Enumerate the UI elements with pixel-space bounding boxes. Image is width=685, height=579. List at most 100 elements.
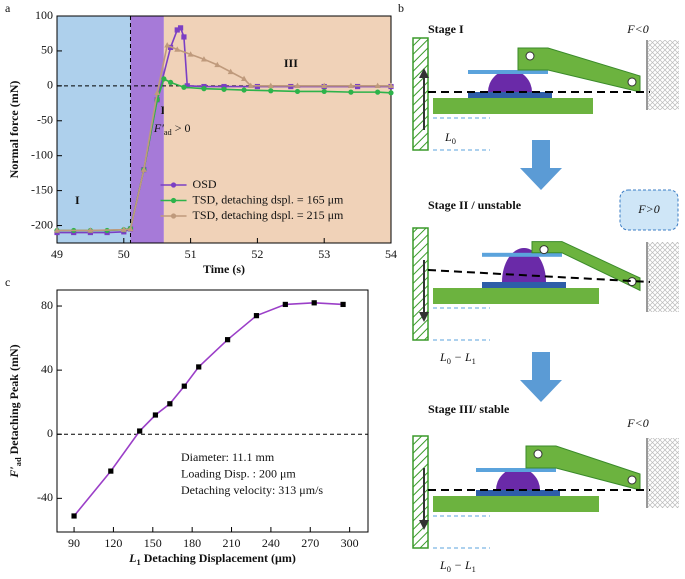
x-tick-label: 50 [118,247,130,261]
dash-line [427,269,651,283]
legend-label: TSD, detaching dspl. = 165 μm [193,192,345,206]
marker [181,34,187,40]
marker [108,468,114,474]
stage-arrow [520,140,562,190]
x-axis-label: L1 Detaching Displacement (μm) [128,551,296,568]
base [433,496,599,512]
stage-arrow [520,352,562,402]
marker [174,27,180,33]
base [433,288,599,304]
length-label: L0 − L1 [439,558,476,575]
length-label-part: L [444,130,452,144]
marker [127,225,134,232]
y-axis-label: F′ad Detaching Peak (mN) [7,344,24,478]
wall [412,435,429,549]
annotation-part: > 0 [172,121,191,135]
marker [174,46,181,52]
force-label: F<0 [626,416,648,430]
y-axis-label: Normal force (mN) [7,81,21,179]
marker [224,337,231,343]
marker [388,82,394,89]
force-arrow-head [419,68,429,78]
length-label-part: 0 [452,137,456,146]
y-tick-label: 0 [47,426,53,440]
plot-frame [56,289,369,533]
marker [177,25,184,31]
y-tick-label: -200 [31,217,53,231]
length-label-part: L [439,558,447,572]
length-label-part: 0 [447,357,451,366]
x-tick-label: 51 [185,247,197,261]
marker [152,412,159,418]
x-axis-label: Time (s) [203,262,245,276]
x-tick-label: 54 [385,247,397,261]
pin [533,449,543,459]
region-label: I [75,193,80,207]
x-tick-label: 300 [341,536,359,550]
x-tick-label: 90 [68,536,80,550]
marker [321,88,327,95]
marker [214,61,221,68]
pin [539,245,549,255]
y-tick-label: 50 [41,43,53,57]
y-axis-label-part: Detaching Peak (mN) [7,344,21,457]
marker [71,513,77,519]
dome [488,70,532,92]
marker [375,89,381,95]
length-label-part: − L [451,558,472,572]
marker [241,75,248,82]
x-tick-label: 180 [183,536,201,550]
legend-label: OSD [193,177,217,191]
length-label-part: − L [451,350,472,364]
marker [340,301,346,308]
x-axis-label-part: 1 [137,558,141,567]
marker [187,51,194,57]
marker [87,227,94,233]
y-tick-label: -150 [31,182,53,196]
marker [181,383,187,389]
x-tick-label: 270 [301,536,319,550]
y-tick-label: 100 [35,8,53,22]
legend-marker [170,213,177,219]
length-label-part: 0 [447,565,451,574]
panel-label: c [5,275,10,289]
length-label: L0 − L1 [439,350,476,367]
length-label: L0 [444,130,456,147]
wall [412,37,429,151]
marker [294,82,301,89]
marker [154,89,161,96]
pin [627,77,637,87]
marker [388,90,394,96]
note: Detaching velocity: 313 μm/s [181,483,323,497]
dome [496,468,540,490]
length-label-part: 1 [472,357,476,366]
marker [227,68,234,75]
x-axis-label-part: Detaching Displacement (μm) [141,551,296,565]
y-axis-label-part: F′ [7,466,21,478]
force-box [619,189,679,231]
y-tick-label: 40 [41,362,53,376]
marker [282,301,288,308]
force-label: F<0 [626,22,648,36]
marker [161,76,167,82]
force-arrow-head [419,520,429,530]
marker [294,88,301,95]
y-tick-label: -100 [31,147,53,161]
marker [201,86,207,92]
x-tick-label: 49 [51,247,63,261]
marker [247,82,254,89]
y-tick-label: -50 [37,113,53,127]
x-tick-label: 150 [144,536,162,550]
force-label: F>0 [637,202,659,216]
arm [517,47,641,93]
annotation-part: ad [164,129,173,138]
note: Loading Disp. : 200 μm [181,466,296,480]
top-plate [476,468,556,472]
marker [374,82,381,89]
series-line [73,302,344,517]
panel-label: b [398,1,404,15]
x-tick-label: 120 [104,536,122,550]
legend-marker [170,182,177,188]
bottom-plate [468,92,552,98]
